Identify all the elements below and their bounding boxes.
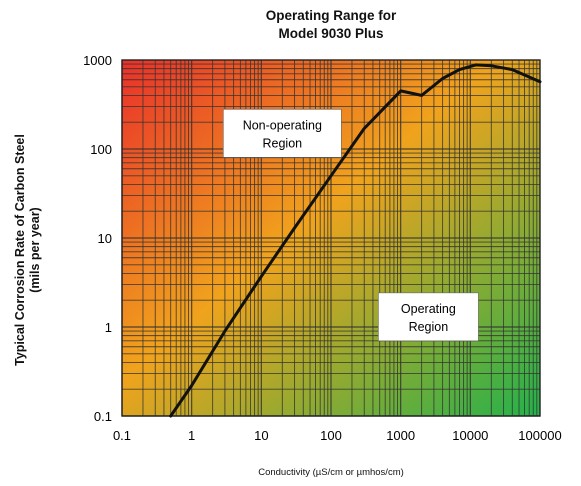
tick-labels: 0.1 1 10 100 1000 10000 100000 0.1 1 10 100 1000 xyxy=(83,53,562,443)
y-tick-label: 1 xyxy=(105,320,112,335)
annotations: Non-operating Region Operating Region xyxy=(223,109,479,342)
x-tick-label: 100 xyxy=(320,428,342,443)
annotation-text: Operating xyxy=(401,302,456,316)
series-line xyxy=(169,63,542,418)
annotation-text: Region xyxy=(409,320,449,334)
grid-lines xyxy=(121,59,541,417)
annotation-box xyxy=(223,109,342,158)
plot-frame xyxy=(121,59,541,417)
x-tick-label: 1 xyxy=(188,428,195,443)
chart-title-line-2: Model 9030 Plus xyxy=(278,26,384,41)
x-tick-label: 10 xyxy=(254,428,268,443)
series-layer xyxy=(169,63,542,418)
y-tick-label: 100 xyxy=(90,142,112,157)
y-tick-label: 0.1 xyxy=(94,409,112,424)
x-tick-label: 1000 xyxy=(386,428,415,443)
y-tick-label: 10 xyxy=(98,231,112,246)
annotation-text: Non-operating xyxy=(243,118,322,132)
x-tick-label: 10000 xyxy=(452,428,488,443)
annotation-text: Region xyxy=(262,136,302,150)
x-tick-label: 0.1 xyxy=(113,428,131,443)
x-tick-label: 100000 xyxy=(518,428,561,443)
y-tick-label: 1000 xyxy=(83,53,112,68)
chart-title-line-1: Operating Range for xyxy=(265,8,397,23)
annotation-box xyxy=(378,292,479,342)
x-axis-label: Conductivity (µS/cm or µmhos/cm) xyxy=(258,467,404,478)
